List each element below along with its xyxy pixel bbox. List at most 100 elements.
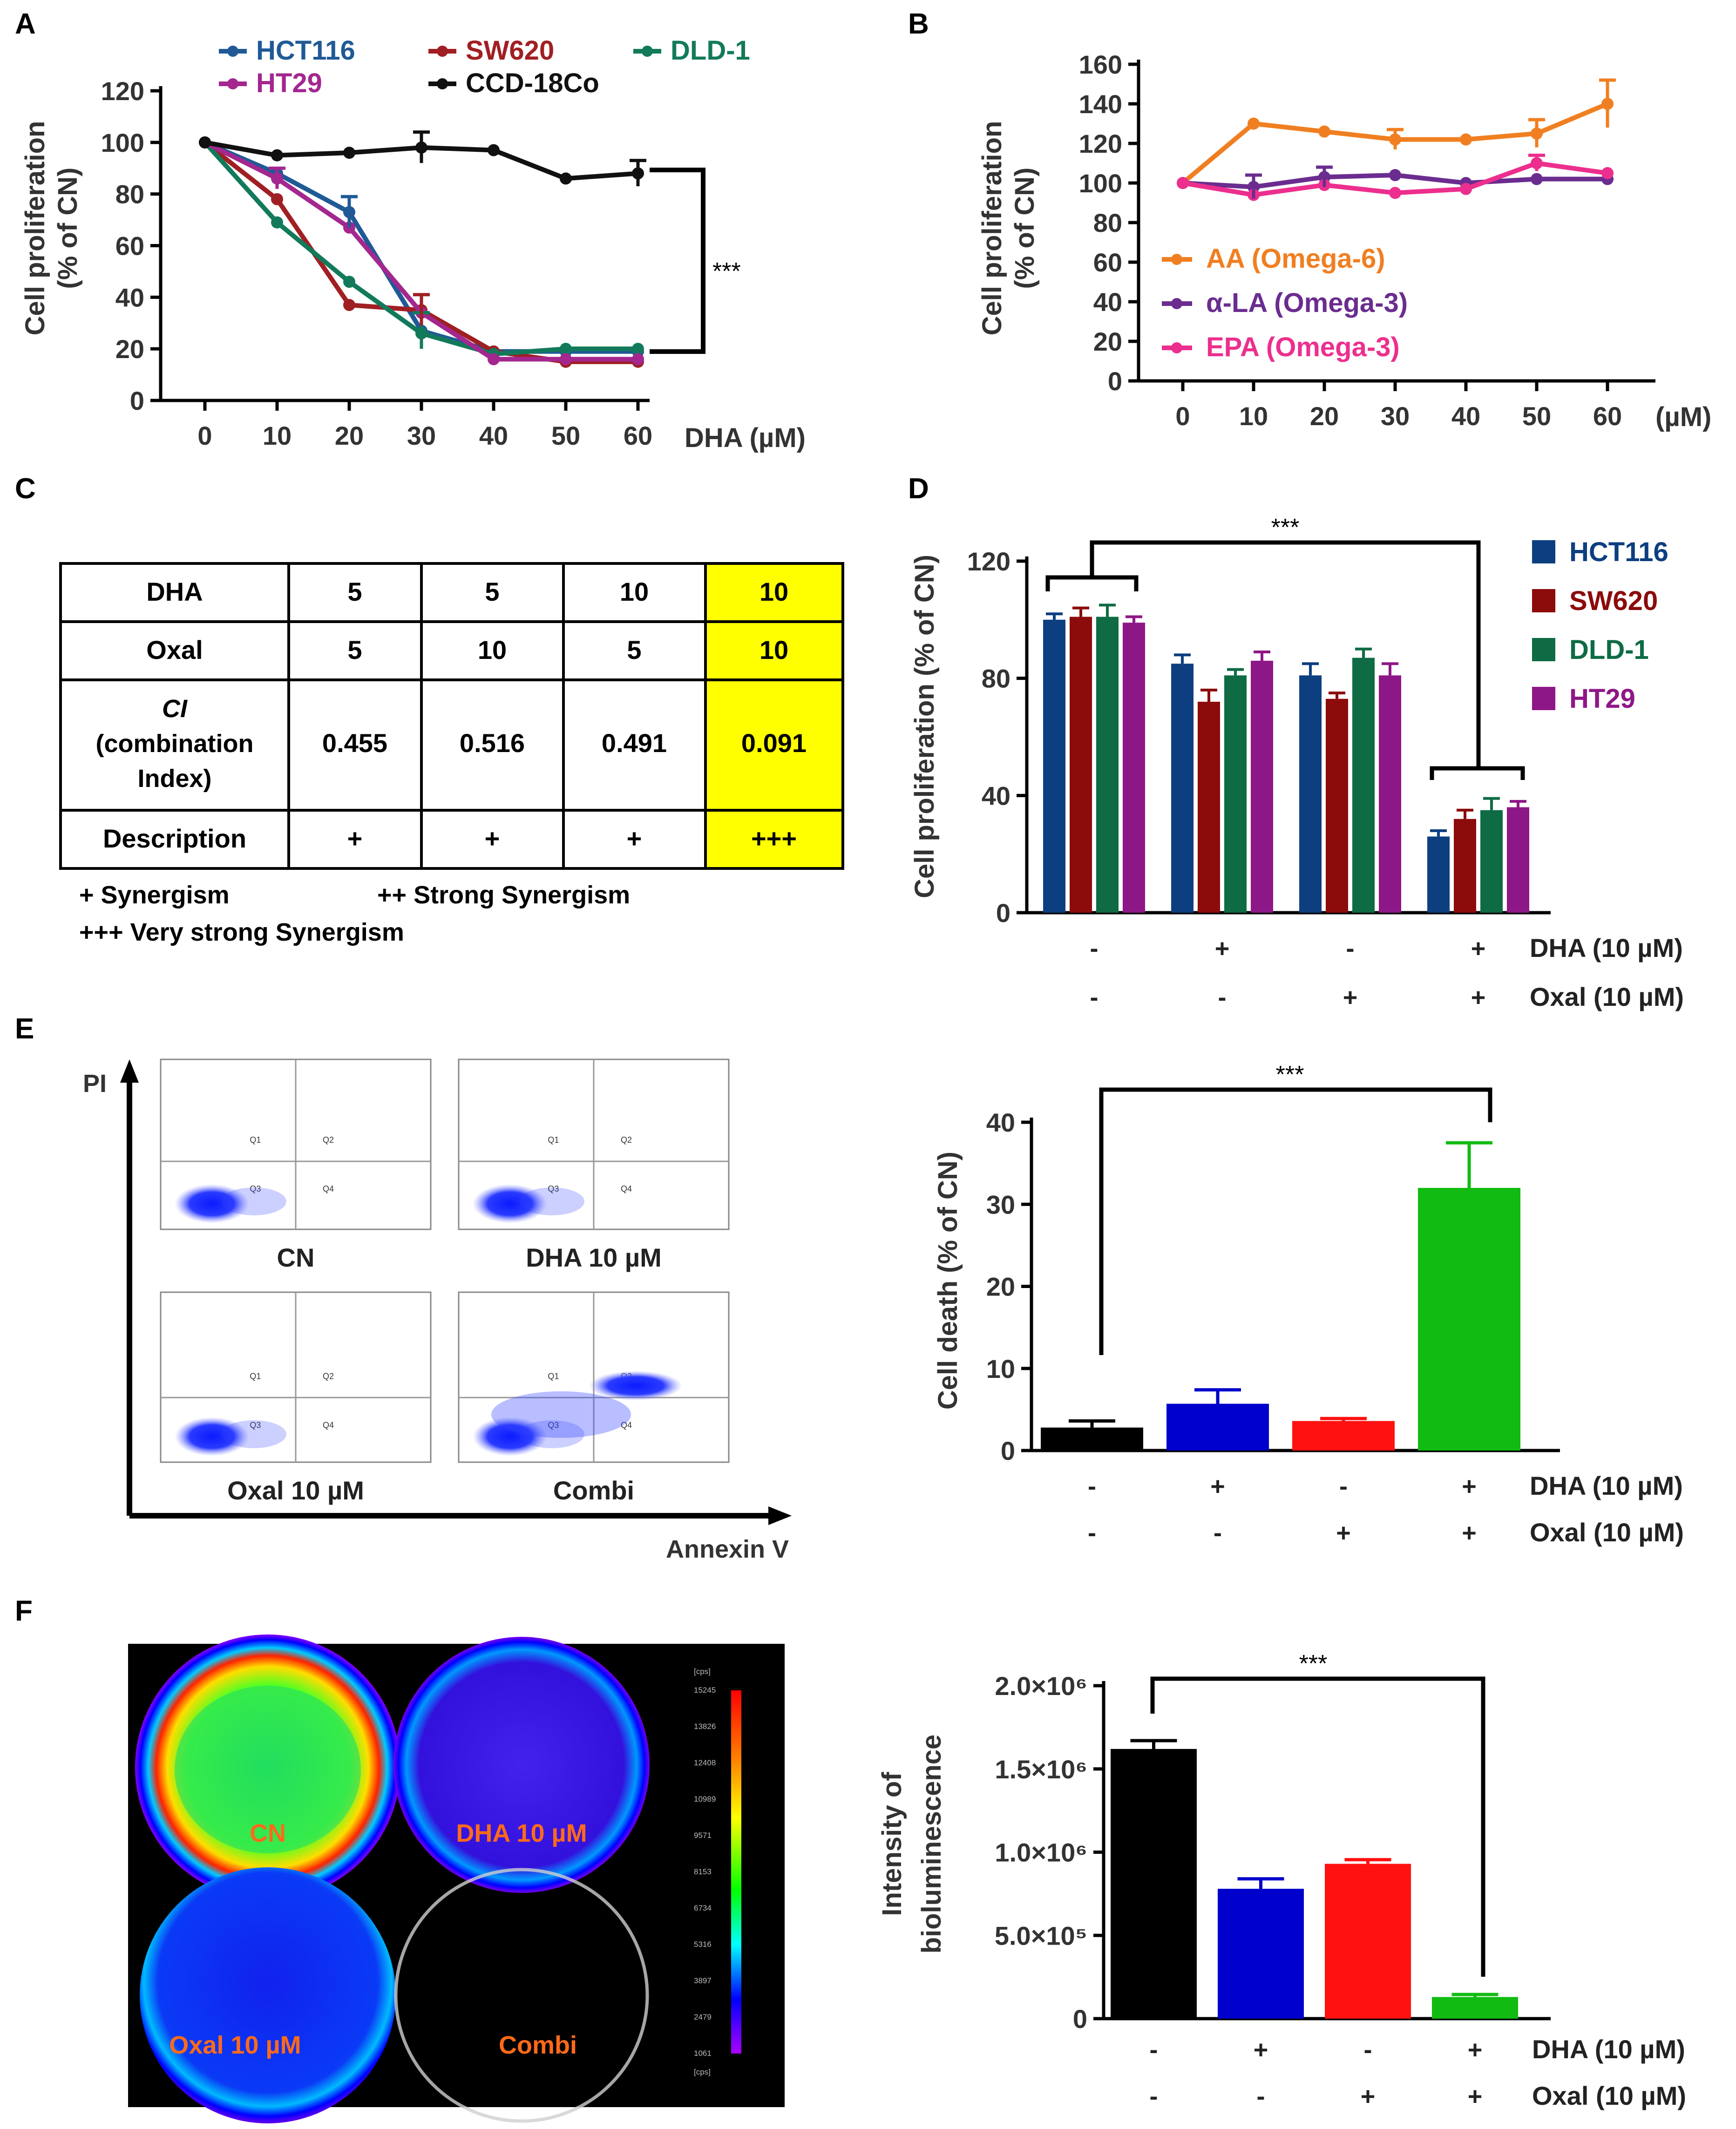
table-cell: 10 <box>760 577 788 606</box>
panel-label-e: E <box>15 1013 34 1045</box>
ylabel-b-line1: Cell proliferation <box>977 121 1007 336</box>
flow-plot: Q1 Q2 Q3 Q4 CN <box>160 1058 432 1272</box>
ylabel-a-line1: Cell proliferation <box>20 121 50 336</box>
quadrant-label: Q4 <box>323 1420 334 1430</box>
flow-plot-label: Combi <box>553 1476 634 1505</box>
flow-plot-label: Oxal 10 µM <box>227 1476 364 1505</box>
data-point <box>1531 173 1543 185</box>
condition-label-oxal: Oxal (10 µM) <box>1532 2081 1686 2110</box>
bar <box>1326 698 1348 913</box>
bar <box>1292 1421 1395 1451</box>
cell-scatter <box>221 1420 286 1448</box>
table-cell: 5 <box>485 577 499 606</box>
legend-d: HCT116 SW620 DLD-1 HT29 <box>1532 537 1668 714</box>
condition-label-oxal: Oxal (10 µM) <box>1530 982 1684 1011</box>
bar <box>1352 658 1375 913</box>
chart-a: HCT116 SW620 DLD-1 HT29 CCD-18Co 0 20 40 60 80 10… <box>20 35 806 453</box>
data-point <box>1460 133 1472 146</box>
legend-label: DLD-1 <box>1569 635 1649 665</box>
table-highlight <box>705 563 843 868</box>
pi-axis-label: PI <box>83 1070 107 1098</box>
chart-b: 0 20 40 60 80 100 120 140 160 0 10 20 30 40 50 60 AA (O… <box>977 50 1711 432</box>
table-cell: +++ <box>751 824 797 853</box>
quadrant-label: Q2 <box>323 1371 334 1381</box>
condition-dha: - <box>1150 2036 1158 2064</box>
bar <box>1325 1864 1411 2019</box>
annexin-axis-label: Annexin V <box>666 1535 789 1563</box>
color-scale-bar <box>731 1690 741 2054</box>
table-legend-very-strong: +++ Very strong Synergism <box>79 918 404 946</box>
y-tick-label: 0 <box>1001 1436 1015 1465</box>
scale-value: 5316 <box>694 1940 712 1949</box>
y-tick-label: 40 <box>1093 287 1122 317</box>
data-point <box>1248 117 1260 130</box>
data-point <box>1389 169 1401 181</box>
scale-value: 6734 <box>694 1904 712 1912</box>
condition-label-dha: DHA (10 µM) <box>1530 1471 1683 1500</box>
table-cell: 0.455 <box>322 728 387 758</box>
bar <box>1111 1749 1197 2019</box>
ylabel-f-line2: bioluminescence <box>916 1735 947 1954</box>
table-legend-strong: ++ Strong Synergism <box>377 881 630 909</box>
scale-value: 10989 <box>694 1795 716 1804</box>
table-row-head: Description <box>103 824 246 853</box>
data-point <box>271 193 283 205</box>
y-tick-label: 140 <box>1079 89 1122 119</box>
y-tick-label: 40 <box>986 1108 1015 1137</box>
flow-plot: Q1 Q2 Q3 Q4 DHA 10 µM <box>458 1058 730 1272</box>
data-point <box>199 136 211 149</box>
legend-swatch-marker <box>1171 298 1182 309</box>
table-cell: 5 <box>347 635 362 664</box>
legend-swatch <box>1532 687 1555 710</box>
table-cell: 0.091 <box>741 728 807 758</box>
significance-bracket-a <box>650 168 705 354</box>
bar <box>1096 617 1119 913</box>
significance-bracket-f <box>1150 1676 1485 1977</box>
condition-dha: - <box>1090 935 1099 963</box>
table-cell: + <box>485 824 500 853</box>
condition-oxal: + <box>1462 1519 1477 1547</box>
well-dha <box>393 1637 650 1893</box>
chart-d: 0 40 80 120 HCT116 SW620 DLD-1 HT29 - + - + - - + + DH… <box>909 514 1684 1011</box>
x-tick-label: 0 <box>197 421 212 450</box>
table-cell: 5 <box>627 635 641 664</box>
quadrant-label: Q1 <box>250 1371 261 1381</box>
table-row-head-line: CI <box>162 695 188 723</box>
y-tick-label: 100 <box>101 128 144 157</box>
bar <box>1171 664 1194 913</box>
data-point <box>632 343 644 355</box>
data-point <box>1177 177 1189 189</box>
cell-scatter <box>519 1187 584 1215</box>
bar <box>1379 675 1401 913</box>
y-tick-label: 10 <box>986 1354 1015 1383</box>
significance-e: *** <box>1276 1061 1304 1088</box>
bar <box>1454 819 1476 913</box>
data-point <box>488 353 500 366</box>
significance-bracket-e <box>1099 1087 1492 1355</box>
table-cell: 0.516 <box>460 728 525 758</box>
panel-label-d: D <box>908 473 929 505</box>
bar <box>1507 807 1529 913</box>
table-row-head-line: Index) <box>137 765 211 793</box>
table-cell: 5 <box>347 577 362 606</box>
data-point <box>1601 167 1614 179</box>
condition-dha: + <box>1468 2036 1483 2064</box>
bar <box>1427 836 1450 913</box>
y-tick-label: 0 <box>130 386 144 415</box>
panel-label-a: A <box>15 8 36 40</box>
y-tick-label: 1.0×10⁶ <box>995 1838 1087 1867</box>
arrow-right-icon <box>768 1506 792 1525</box>
significance-a: *** <box>712 258 741 285</box>
legend-swatch-marker <box>437 46 448 57</box>
data-point <box>271 216 283 229</box>
data-point <box>560 353 572 366</box>
cell-scatter <box>221 1187 286 1215</box>
bar <box>1043 619 1065 913</box>
panel-label-c: C <box>15 473 36 505</box>
scale-unit-top: [cps] <box>694 1667 711 1676</box>
condition-oxal: - <box>1090 983 1099 1011</box>
well-label: DHA 10 µM <box>456 1819 587 1847</box>
table-cell: 10 <box>760 635 788 664</box>
significance-f: *** <box>1299 1650 1328 1677</box>
